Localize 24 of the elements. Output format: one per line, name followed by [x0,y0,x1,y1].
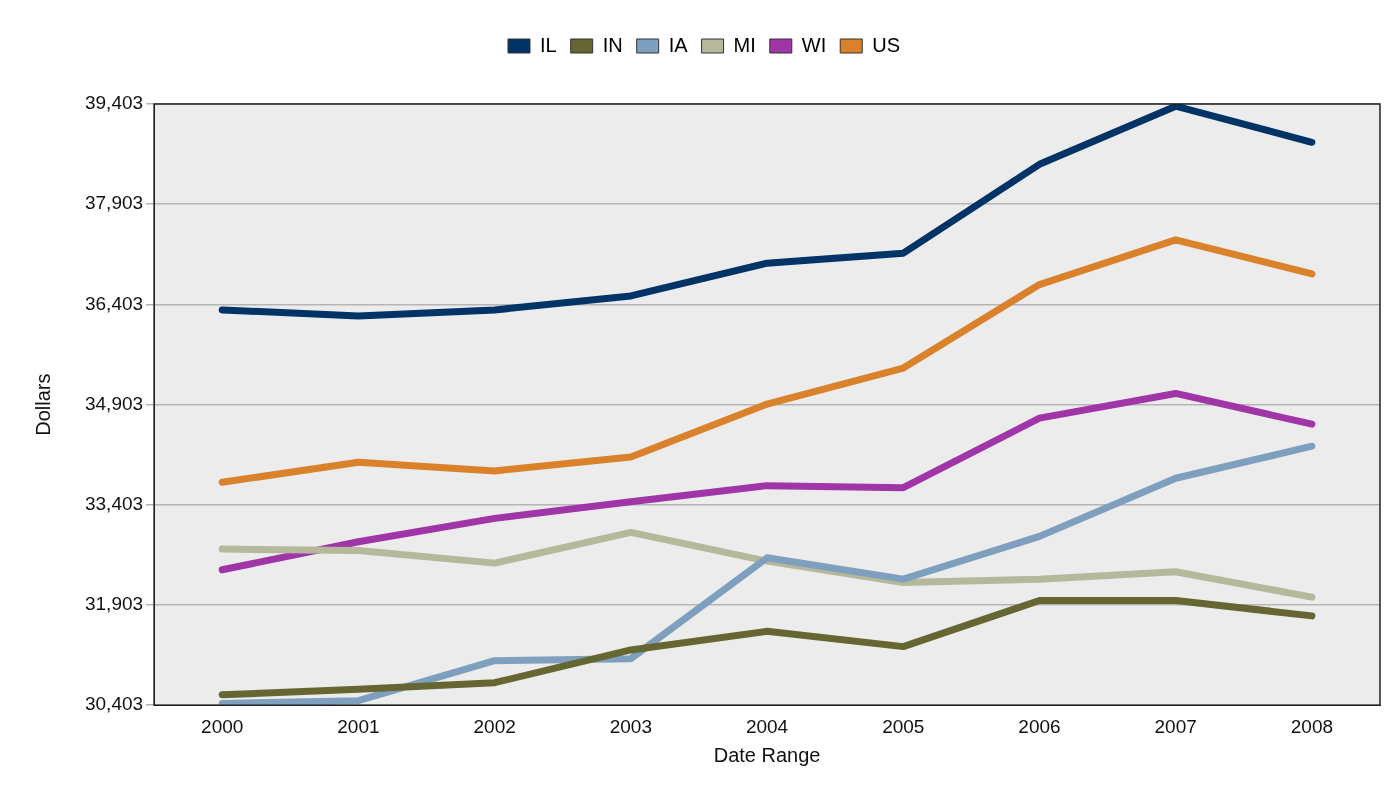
x-tick-label: 2000 [201,715,244,737]
legend-label: WI [801,33,827,56]
x-tick-label: 2002 [473,715,516,737]
y-tick-label: 30,403 [84,693,144,715]
y-tick-label: 31,903 [84,593,144,615]
x-tick-label: 2006 [1018,715,1061,737]
x-tick-label: 2005 [882,715,925,737]
y-tick-label: 36,403 [84,292,144,314]
y-tick-label: 33,403 [84,493,144,515]
x-tick-label: 2007 [1154,715,1197,737]
y-tick-label: 34,903 [84,392,144,414]
legend-label: MI [733,33,756,56]
x-tick-label: 2004 [745,715,789,737]
legend-label: US [872,33,901,56]
x-tick-label: 2003 [609,715,652,737]
y-tick-label: 39,403 [84,92,144,114]
x-tick-label: 2001 [337,715,380,737]
x-tick-label: 2008 [1290,715,1334,737]
legend-label: IL [540,33,557,56]
x-axis-title: Date Range [713,743,821,766]
legend-label: IN [602,33,623,56]
y-axis-title: Dollars [31,373,54,436]
y-tick-label: 37,903 [84,192,144,214]
legend-label: IA [668,33,689,56]
